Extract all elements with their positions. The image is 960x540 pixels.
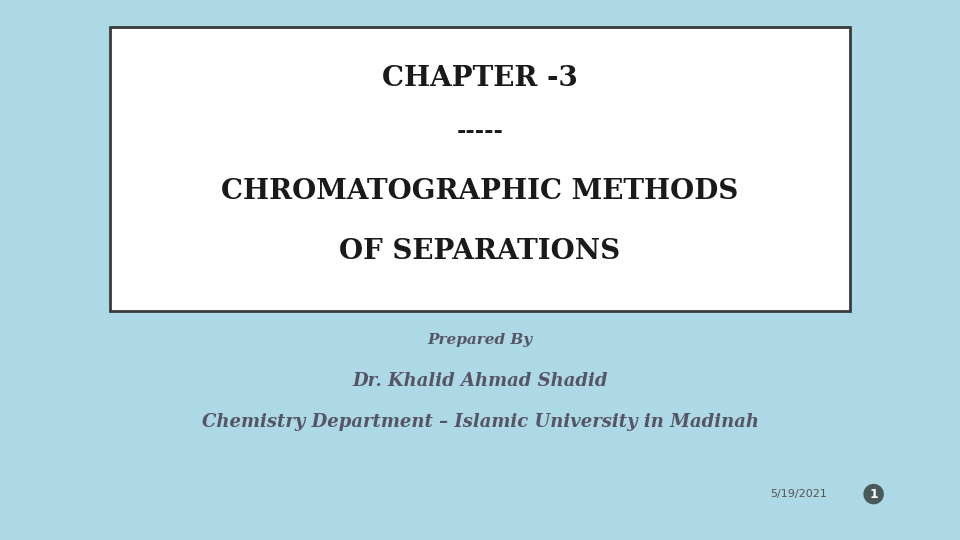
Text: Prepared By: Prepared By <box>427 333 533 347</box>
Text: Dr. Khalid Ahmad Shadid: Dr. Khalid Ahmad Shadid <box>352 372 608 390</box>
Text: CHAPTER -3: CHAPTER -3 <box>382 65 578 92</box>
Text: -----: ----- <box>457 122 503 143</box>
Text: CHROMATOGRAPHIC METHODS: CHROMATOGRAPHIC METHODS <box>222 178 738 205</box>
Text: 1: 1 <box>869 488 878 501</box>
Text: Chemistry Department – Islamic University in Madinah: Chemistry Department – Islamic Universit… <box>202 413 758 431</box>
FancyBboxPatch shape <box>110 27 850 310</box>
Text: 5/19/2021: 5/19/2021 <box>771 489 828 499</box>
Text: OF SEPARATIONS: OF SEPARATIONS <box>340 238 620 265</box>
